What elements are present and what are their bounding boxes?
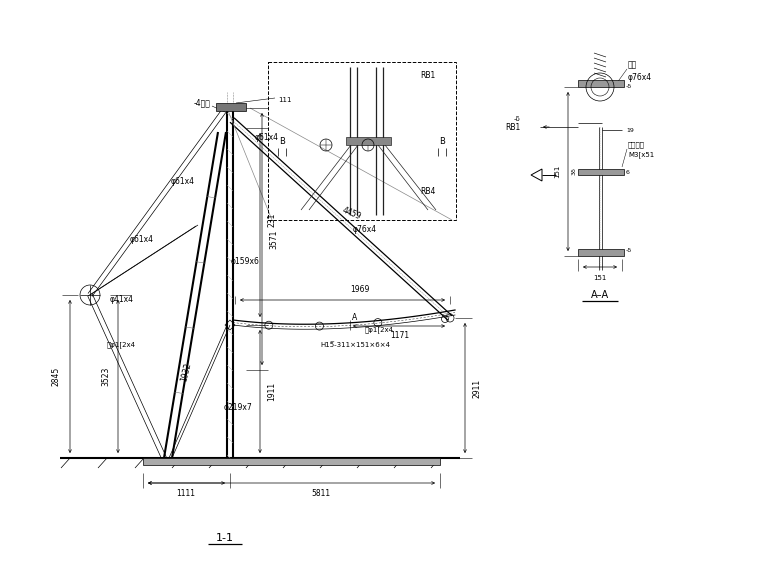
Text: 1171: 1171	[391, 332, 410, 340]
Bar	[143, 458, 440, 465]
Text: 角架耵柱: 角架耵柱	[628, 142, 645, 148]
Text: 栟φ1[2x4: 栟φ1[2x4	[365, 327, 394, 333]
Text: -δ: -δ	[626, 84, 632, 89]
Text: 3δ: 3δ	[572, 167, 577, 175]
Text: φ41x4: φ41x4	[110, 295, 134, 304]
Text: 3523: 3523	[102, 367, 110, 386]
Text: 1932: 1932	[179, 361, 193, 382]
Text: B: B	[439, 137, 445, 146]
Text: M3[x51: M3[x51	[628, 152, 654, 158]
Text: 2845: 2845	[52, 367, 61, 386]
Text: B: B	[279, 137, 285, 146]
Polygon shape	[531, 169, 542, 181]
Text: φ61x4: φ61x4	[171, 177, 195, 186]
Text: 6: 6	[626, 170, 630, 176]
Text: 3571: 3571	[270, 229, 278, 249]
Text: 1969: 1969	[350, 286, 369, 295]
Text: -δ: -δ	[626, 249, 632, 254]
Text: RB1: RB1	[420, 71, 435, 80]
Text: φ61x4: φ61x4	[130, 235, 154, 245]
Bar	[216, 103, 246, 111]
Text: 1-1: 1-1	[216, 533, 234, 543]
Text: 2911: 2911	[473, 378, 482, 397]
Text: φ76x4: φ76x4	[628, 72, 652, 82]
Text: φ219x7: φ219x7	[224, 404, 253, 413]
Text: 4459: 4459	[341, 206, 363, 222]
Text: H15̅‐311×151×6×4: H15̅‐311×151×6×4	[320, 342, 390, 348]
Text: 拉杆: 拉杆	[628, 60, 637, 70]
Bar	[578, 80, 624, 87]
Text: -δ: -δ	[513, 116, 520, 122]
Text: A–A: A–A	[591, 290, 609, 300]
Text: RB1: RB1	[505, 123, 520, 132]
Text: φ61x4: φ61x4	[255, 133, 279, 142]
Text: 111: 111	[278, 97, 292, 103]
Text: 19: 19	[626, 128, 634, 132]
Text: 151: 151	[594, 275, 606, 281]
Text: -4曲口: -4曲口	[193, 99, 210, 108]
Bar	[268, 62, 456, 220]
Text: 231: 231	[268, 213, 277, 227]
Bar	[346, 137, 391, 145]
Text: 151: 151	[554, 164, 560, 178]
Bar	[578, 169, 624, 175]
Text: 5811: 5811	[312, 488, 331, 498]
Text: 1111: 1111	[176, 488, 195, 498]
Text: A: A	[353, 314, 358, 323]
Text: φ76x4: φ76x4	[353, 226, 377, 234]
Text: 1911: 1911	[268, 381, 277, 401]
Text: φ159x6: φ159x6	[230, 258, 259, 267]
Text: 栟φ1[2x4: 栟φ1[2x4	[107, 341, 136, 348]
Text: RB4: RB4	[420, 188, 435, 197]
Bar	[578, 249, 624, 256]
